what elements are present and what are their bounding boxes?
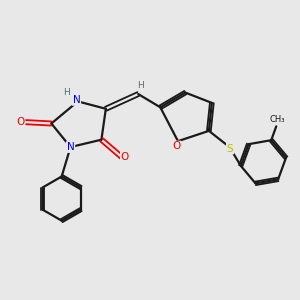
Text: H: H <box>137 81 144 90</box>
Text: CH₃: CH₃ <box>270 115 286 124</box>
Text: O: O <box>121 152 129 162</box>
Text: N: N <box>67 142 74 152</box>
Text: H: H <box>63 88 70 97</box>
Text: O: O <box>172 142 181 152</box>
Text: N: N <box>73 95 80 105</box>
Text: O: O <box>16 117 25 127</box>
Text: S: S <box>227 143 233 154</box>
